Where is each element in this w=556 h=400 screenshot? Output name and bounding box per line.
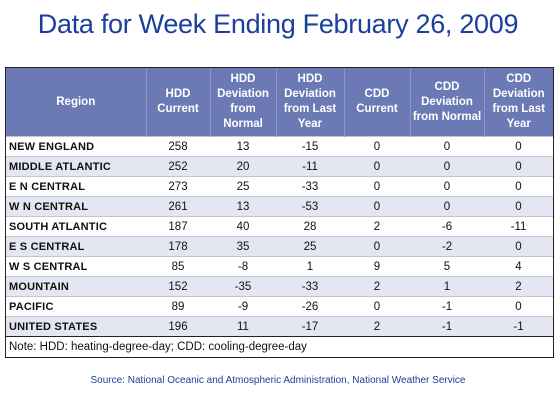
table-cell: 11: [210, 316, 276, 336]
table-cell: -35: [210, 276, 276, 297]
region-name-cell: UNITED STATES: [6, 316, 146, 336]
column-header-hdd-deviation-normal: HDD Deviation from Normal: [210, 68, 277, 137]
table-cell: 0: [484, 296, 553, 317]
table-cell: 196: [146, 316, 210, 336]
table-row: E N CENTRAL 273 25 -33 0 0 0: [6, 176, 553, 197]
column-header-cdd-current: CDD Current: [344, 68, 411, 137]
table-cell: 0: [484, 196, 553, 217]
table-cell: 0: [484, 156, 553, 177]
table-cell: 0: [344, 196, 410, 217]
table-cell: 0: [410, 196, 484, 217]
table-cell: 0: [484, 236, 553, 257]
table-cell: 0: [410, 136, 484, 157]
table-cell: 0: [344, 296, 410, 317]
table-cell: 0: [344, 156, 410, 177]
region-name-cell: NEW ENGLAND: [6, 136, 146, 157]
table-cell: 252: [146, 156, 210, 177]
table-cell: 2: [344, 216, 410, 237]
region-name-cell: W N CENTRAL: [6, 196, 146, 217]
region-name-cell: E N CENTRAL: [6, 176, 146, 197]
table-cell: 1: [276, 256, 344, 277]
table-cell: 4: [484, 256, 553, 277]
table-cell: 5: [410, 256, 484, 277]
table-cell: 0: [410, 156, 484, 177]
column-header-cdd-deviation-normal: CDD Deviation from Normal: [410, 68, 485, 137]
table-cell: 178: [146, 236, 210, 257]
table-cell: 152: [146, 276, 210, 297]
table-cell: -11: [484, 216, 553, 237]
table-cell: 25: [210, 176, 276, 197]
column-header-hdd-deviation-last-year: HDD Deviation from Last Year: [276, 68, 345, 137]
table-cell: 40: [210, 216, 276, 237]
table-row: MOUNTAIN 152 -35 -33 2 1 2: [6, 276, 553, 297]
table-cell: -6: [410, 216, 484, 237]
table-cell: -1: [410, 316, 484, 336]
table-row: W N CENTRAL 261 13 -53 0 0 0: [6, 196, 553, 217]
table-cell: 0: [410, 176, 484, 197]
table-cell: 0: [344, 176, 410, 197]
table-cell: -33: [276, 176, 344, 197]
table-row: E S CENTRAL 178 35 25 0 -2 0: [6, 236, 553, 257]
table-cell: 35: [210, 236, 276, 257]
region-name-cell: MOUNTAIN: [6, 276, 146, 297]
table-cell: 0: [484, 176, 553, 197]
source-credit: Source: National Oceanic and Atmospheric…: [90, 375, 466, 386]
table-note: Note: HDD: heating-degree-day; CDD: cool…: [6, 336, 553, 357]
table-row: SOUTH ATLANTIC 187 40 28 2 -6 -11: [6, 216, 553, 237]
table-cell: 187: [146, 216, 210, 237]
table-cell: -9: [210, 296, 276, 317]
table-row: MIDDLE ATLANTIC 252 20 -11 0 0 0: [6, 156, 553, 177]
column-header-hdd-current: HDD Current: [146, 68, 211, 137]
table-body: NEW ENGLAND 258 13 -15 0 0 0 MIDDLE ATLANTIC 252…: [6, 136, 553, 336]
weather-data-table-container: Region HDD Current HDD Deviation from No…: [5, 67, 554, 358]
table-cell: 0: [344, 236, 410, 257]
weather-data-table: Region HDD Current HDD Deviation from No…: [6, 68, 553, 336]
table-header-row: Region HDD Current HDD Deviation from No…: [6, 68, 553, 137]
table-cell: -15: [276, 136, 344, 157]
table-cell: -33: [276, 276, 344, 297]
region-name-cell: W S CENTRAL: [6, 256, 146, 277]
table-cell: 28: [276, 216, 344, 237]
table-cell: 25: [276, 236, 344, 257]
table-cell: 0: [484, 136, 553, 157]
table-cell: 20: [210, 156, 276, 177]
page-title: Data for Week Ending February 26, 2009: [37, 9, 519, 39]
column-header-region: Region: [6, 68, 147, 137]
table-cell: 2: [344, 316, 410, 336]
region-name-cell: E S CENTRAL: [6, 236, 146, 257]
table-cell: -53: [276, 196, 344, 217]
table-row: UNITED STATES 196 11 -17 2 -1 -1: [6, 316, 553, 336]
table-cell: -17: [276, 316, 344, 336]
table-cell: 85: [146, 256, 210, 277]
table-cell: -11: [276, 156, 344, 177]
region-name-cell: MIDDLE ATLANTIC: [6, 156, 146, 177]
table-cell: 261: [146, 196, 210, 217]
table-cell: 0: [344, 136, 410, 157]
region-name-cell: PACIFIC: [6, 296, 146, 317]
table-cell: 1: [410, 276, 484, 297]
column-header-cdd-deviation-last-year: CDD Deviation from Last Year: [484, 68, 553, 137]
region-name-cell: SOUTH ATLANTIC: [6, 216, 146, 237]
table-cell: 13: [210, 136, 276, 157]
table-cell: -2: [410, 236, 484, 257]
table-cell: -26: [276, 296, 344, 317]
table-row: W S CENTRAL 85 -8 1 9 5 4: [6, 256, 553, 277]
table-cell: -1: [410, 296, 484, 317]
table-cell: 9: [344, 256, 410, 277]
table-cell: 89: [146, 296, 210, 317]
table-cell: -1: [484, 316, 553, 336]
table-cell: 2: [344, 276, 410, 297]
table-cell: 258: [146, 136, 210, 157]
table-cell: -8: [210, 256, 276, 277]
table-row: PACIFIC 89 -9 -26 0 -1 0: [6, 296, 553, 317]
table-row: NEW ENGLAND 258 13 -15 0 0 0: [6, 136, 553, 157]
table-cell: 273: [146, 176, 210, 197]
table-cell: 13: [210, 196, 276, 217]
table-cell: 2: [484, 276, 553, 297]
